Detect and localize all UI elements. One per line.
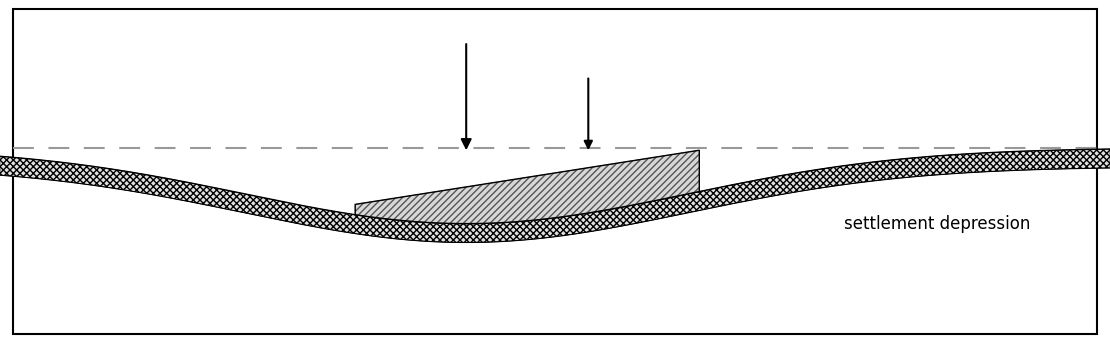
Text: settlement depression: settlement depression: [844, 215, 1030, 233]
Polygon shape: [0, 149, 1110, 243]
Polygon shape: [355, 150, 699, 224]
